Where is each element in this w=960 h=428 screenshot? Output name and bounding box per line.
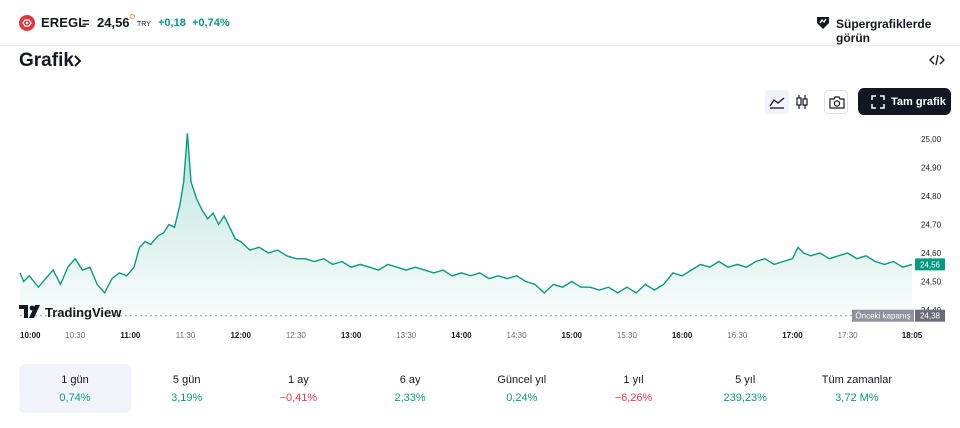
y-tick-label: 24,90 [921, 164, 942, 173]
period-label: 1 gün [61, 374, 89, 386]
candlestick-icon [796, 95, 808, 109]
x-tick-label: 16:00 [672, 331, 693, 340]
period-performance: 1 gün 0,74% 5 gün 3,19% 1 ay −0,41% 6 ay 2,33% G… [19, 364, 941, 414]
camera-icon [829, 96, 845, 109]
price-area [20, 133, 912, 318]
price-change-percent: +0,74% [192, 17, 230, 29]
period-change: 2,33% [394, 392, 426, 404]
fullscreen-chart-button[interactable]: Tam grafik [858, 88, 951, 115]
x-tick-label: 16:30 [727, 331, 748, 340]
x-tick-label: 11:00 [120, 331, 141, 340]
x-tick-label: 17:30 [838, 331, 859, 340]
market-status-icon [130, 14, 135, 19]
x-tick-label: 18:05 [902, 331, 923, 340]
period-tab[interactable]: Güncel yıl 0,24% [466, 364, 578, 413]
previous-close-label: Önceki kapanış [855, 312, 910, 321]
currency-label: TRY [137, 21, 151, 28]
price-line [19, 133, 913, 295]
chevron-right-icon[interactable] [73, 54, 82, 73]
period-tab[interactable]: 1 ay −0,41% [242, 364, 354, 413]
price-change: +0,18 [158, 17, 186, 29]
section-title[interactable]: Grafik [19, 50, 74, 71]
x-tick-label: 12:00 [230, 331, 251, 340]
x-tick-label: 14:00 [451, 331, 472, 340]
snapshot-button[interactable] [824, 90, 848, 114]
x-tick-label: 13:00 [341, 331, 362, 340]
period-label: 6 ay [399, 374, 421, 386]
y-tick-label: 24,60 [921, 249, 942, 258]
period-label: 1 ay [287, 374, 309, 386]
period-label: 5 yıl [735, 374, 756, 386]
period-change: −6,26% [614, 392, 653, 404]
x-tick-label: 14:30 [507, 331, 528, 340]
supercharts-link[interactable]: Süpergrafiklerde görün [836, 17, 932, 45]
y-tick-label: 24,50 [921, 278, 942, 287]
last-price-badge [915, 258, 945, 271]
period-tab[interactable]: 5 gün 3,19% [131, 364, 243, 413]
x-tick-label: 15:00 [562, 331, 583, 340]
tradingview-logo-icon [19, 305, 41, 324]
period-change: −0,41% [279, 392, 318, 404]
tradingview-brand: TradingView [45, 305, 122, 320]
y-tick-label: 25,00 [921, 135, 942, 144]
y-tick-label: 24,80 [921, 192, 942, 201]
period-tab[interactable]: 1 yıl −6,26% [578, 364, 690, 413]
x-tick-label: 10:30 [65, 331, 86, 340]
period-change: 3,72 M% [835, 392, 879, 404]
area-chart-button[interactable] [765, 90, 789, 114]
previous-close-value-badge [915, 309, 945, 322]
period-change: 0,74% [59, 392, 91, 404]
period-tab[interactable]: Tüm zamanlar 3,72 M% [801, 364, 913, 413]
last-price: 24,56 [97, 15, 130, 30]
period-tab[interactable]: 5 yıl 239,23% [689, 364, 801, 413]
x-tick-label: 11:30 [176, 331, 196, 340]
x-tick-label: 13:30 [396, 331, 417, 340]
embed-code-icon[interactable] [929, 53, 945, 71]
area-chart-icon [769, 97, 785, 109]
previous-close-badge [852, 309, 914, 322]
x-tick-label: 12:30 [286, 331, 307, 340]
candlestick-button[interactable] [790, 90, 814, 114]
period-label: Güncel yıl [497, 374, 547, 386]
symbol-name[interactable]: EREGL [41, 15, 87, 30]
supercharts-icon[interactable] [815, 15, 831, 36]
period-change: 239,23% [723, 392, 767, 404]
y-tick-label: 24,70 [921, 221, 942, 230]
period-label: 5 gün [172, 374, 201, 386]
last-price-badge-label: 24,56 [920, 260, 941, 269]
x-tick-label: 17:00 [782, 331, 803, 340]
symbol-header: EREGL = 24,56 TRY +0,18 +0,74% Süpergraf… [0, 0, 960, 46]
period-change: 0,24% [506, 392, 538, 404]
period-tab[interactable]: 6 ay 2,33% [354, 364, 466, 413]
company-logo-icon [19, 15, 35, 31]
symbol-separator: = [82, 15, 90, 30]
fullscreen-label: Tam grafik [891, 96, 946, 108]
x-tick-label: 10:00 [20, 331, 41, 340]
period-tab[interactable]: 1 gün 0,74% [19, 364, 131, 413]
period-label: Tüm zamanlar [821, 374, 893, 386]
period-label: 1 yıl [623, 374, 644, 386]
previous-close-value: 24,38 [920, 312, 941, 321]
period-change: 3,19% [171, 392, 203, 404]
fullscreen-icon [871, 95, 885, 109]
x-tick-label: 15:30 [617, 331, 638, 340]
